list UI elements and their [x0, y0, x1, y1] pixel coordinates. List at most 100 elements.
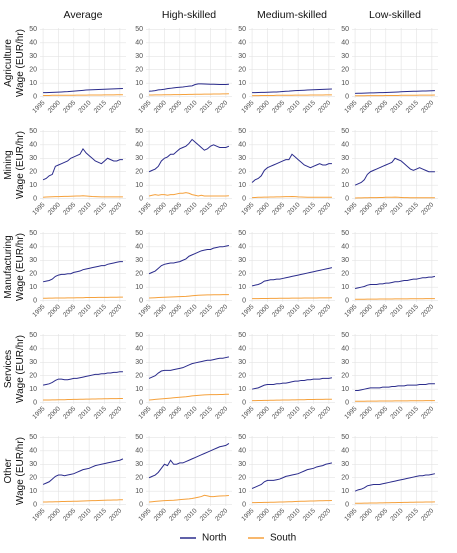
y-tick-label: 20	[238, 373, 246, 380]
x-tick-label: 1995	[343, 303, 358, 318]
x-tick-label: 2005	[271, 303, 286, 318]
x-tick-label: 2010	[77, 99, 92, 114]
y-tick-label: 20	[135, 373, 143, 380]
line-north	[148, 442, 230, 479]
line-south	[43, 296, 123, 299]
y-tick-label: 0	[139, 297, 143, 304]
y-tick-label: 0	[139, 195, 143, 202]
x-tick-label: 2015	[405, 201, 420, 216]
y-tick-label: 50	[29, 332, 37, 339]
x-tick-label: 2000	[153, 201, 168, 216]
y-tick-label: 40	[341, 244, 349, 251]
x-tick-label: 2020	[420, 99, 435, 114]
y-tick-label: 10	[238, 182, 246, 189]
x-tick-label: 2015	[93, 99, 108, 114]
line-south	[149, 393, 229, 401]
row-label: Manufacturing	[3, 235, 14, 298]
x-tick-label: 2010	[389, 201, 404, 216]
y-tick-label: 0	[242, 399, 246, 406]
x-tick-label: 2010	[183, 303, 198, 318]
y-tick-label: 10	[238, 386, 246, 393]
x-tick-label: 2010	[286, 507, 301, 522]
y-tick-label: 40	[341, 142, 349, 149]
x-tick-label: 1995	[240, 507, 255, 522]
line-south	[43, 499, 123, 503]
x-tick-label: 1995	[137, 405, 152, 420]
y-tick-label: 0	[33, 93, 37, 100]
line-north	[251, 153, 332, 183]
y-tick-label: 10	[29, 182, 37, 189]
panel: 0 10 20 30 40 50 1995 2000 2005 2010 2015 2020	[135, 332, 232, 421]
panel-background	[146, 232, 232, 302]
x-tick-label: 2020	[214, 507, 229, 522]
x-tick-label: 1995	[31, 507, 46, 522]
line-north	[355, 383, 435, 392]
y-tick-label: 30	[135, 461, 143, 468]
panel: 0 10 20 30 40 50 1995 2000 2005 2010 2015 2020	[135, 26, 232, 115]
y-tick-label: 20	[341, 475, 349, 482]
panel: 0 10 20 30 40 50 1995 2000 2005 2010 2015 2020	[29, 128, 126, 217]
line-south	[252, 94, 332, 97]
y-tick-label: 50	[29, 26, 37, 33]
line-north	[354, 157, 435, 186]
x-tick-label: 2010	[183, 201, 198, 216]
y-tick-label: 30	[29, 155, 37, 162]
y-tick-label: 20	[135, 475, 143, 482]
y-tick-label: 50	[238, 26, 246, 33]
x-tick-label: 2005	[168, 507, 183, 522]
y-tick-label: 30	[341, 257, 349, 264]
line-north	[354, 473, 436, 492]
x-tick-label: 1995	[31, 303, 46, 318]
y-tick-label: 30	[238, 359, 246, 366]
panel: 0 10 20 30 40 50 1995 2000 2005 2010 2015 2020	[238, 128, 335, 217]
y-tick-label: 20	[135, 169, 143, 176]
line-north	[251, 267, 333, 287]
y-tick-label: 0	[139, 399, 143, 406]
x-tick-label: 1995	[240, 405, 255, 420]
column-title: Low-skilled	[369, 9, 421, 21]
x-tick-label: 2020	[108, 201, 123, 216]
legend-label: South	[270, 533, 296, 544]
x-tick-label: 2000	[256, 405, 271, 420]
y-tick-label: 30	[135, 53, 143, 60]
x-tick-label: 2005	[271, 507, 286, 522]
column-title: Average	[64, 9, 103, 21]
x-tick-label: 2015	[199, 507, 214, 522]
panel: 0 10 20 30 40 50 1995 2000 2005 2010 2015 2020	[135, 434, 232, 523]
y-axis-label: Wage (EUR/hr)	[15, 131, 26, 199]
x-tick-label: 2005	[62, 507, 77, 522]
line-north	[42, 371, 123, 386]
y-tick-label: 0	[33, 297, 37, 304]
y-tick-label: 30	[135, 359, 143, 366]
y-tick-label: 40	[135, 142, 143, 149]
panel-background	[352, 28, 438, 98]
x-tick-label: 2015	[302, 507, 317, 522]
y-tick-label: 50	[238, 230, 246, 237]
panel-background	[352, 232, 438, 302]
x-tick-label: 2000	[47, 405, 62, 420]
column-title: High-skilled	[162, 9, 216, 21]
panel-background	[249, 28, 335, 98]
y-tick-label: 20	[238, 67, 246, 74]
x-tick-label: 2015	[405, 405, 420, 420]
line-north	[354, 275, 436, 290]
y-tick-label: 40	[29, 346, 37, 353]
row-label: Services	[3, 350, 14, 388]
y-tick-label: 10	[29, 488, 37, 495]
line-south	[252, 195, 332, 199]
panel-background	[40, 436, 126, 506]
x-tick-label: 2010	[389, 405, 404, 420]
panel-background	[249, 436, 335, 506]
panel-background	[40, 28, 126, 98]
x-tick-label: 2010	[77, 405, 92, 420]
y-tick-label: 10	[341, 488, 349, 495]
y-tick-label: 50	[29, 434, 37, 441]
y-tick-label: 10	[29, 80, 37, 87]
y-tick-label: 50	[135, 332, 143, 339]
panel: 0 10 20 30 40 50 1995 2000 2005 2010 2015 2020	[341, 332, 438, 421]
x-tick-label: 2015	[199, 99, 214, 114]
x-tick-label: 2010	[389, 507, 404, 522]
x-tick-label: 2000	[256, 99, 271, 114]
y-tick-label: 0	[345, 195, 349, 202]
